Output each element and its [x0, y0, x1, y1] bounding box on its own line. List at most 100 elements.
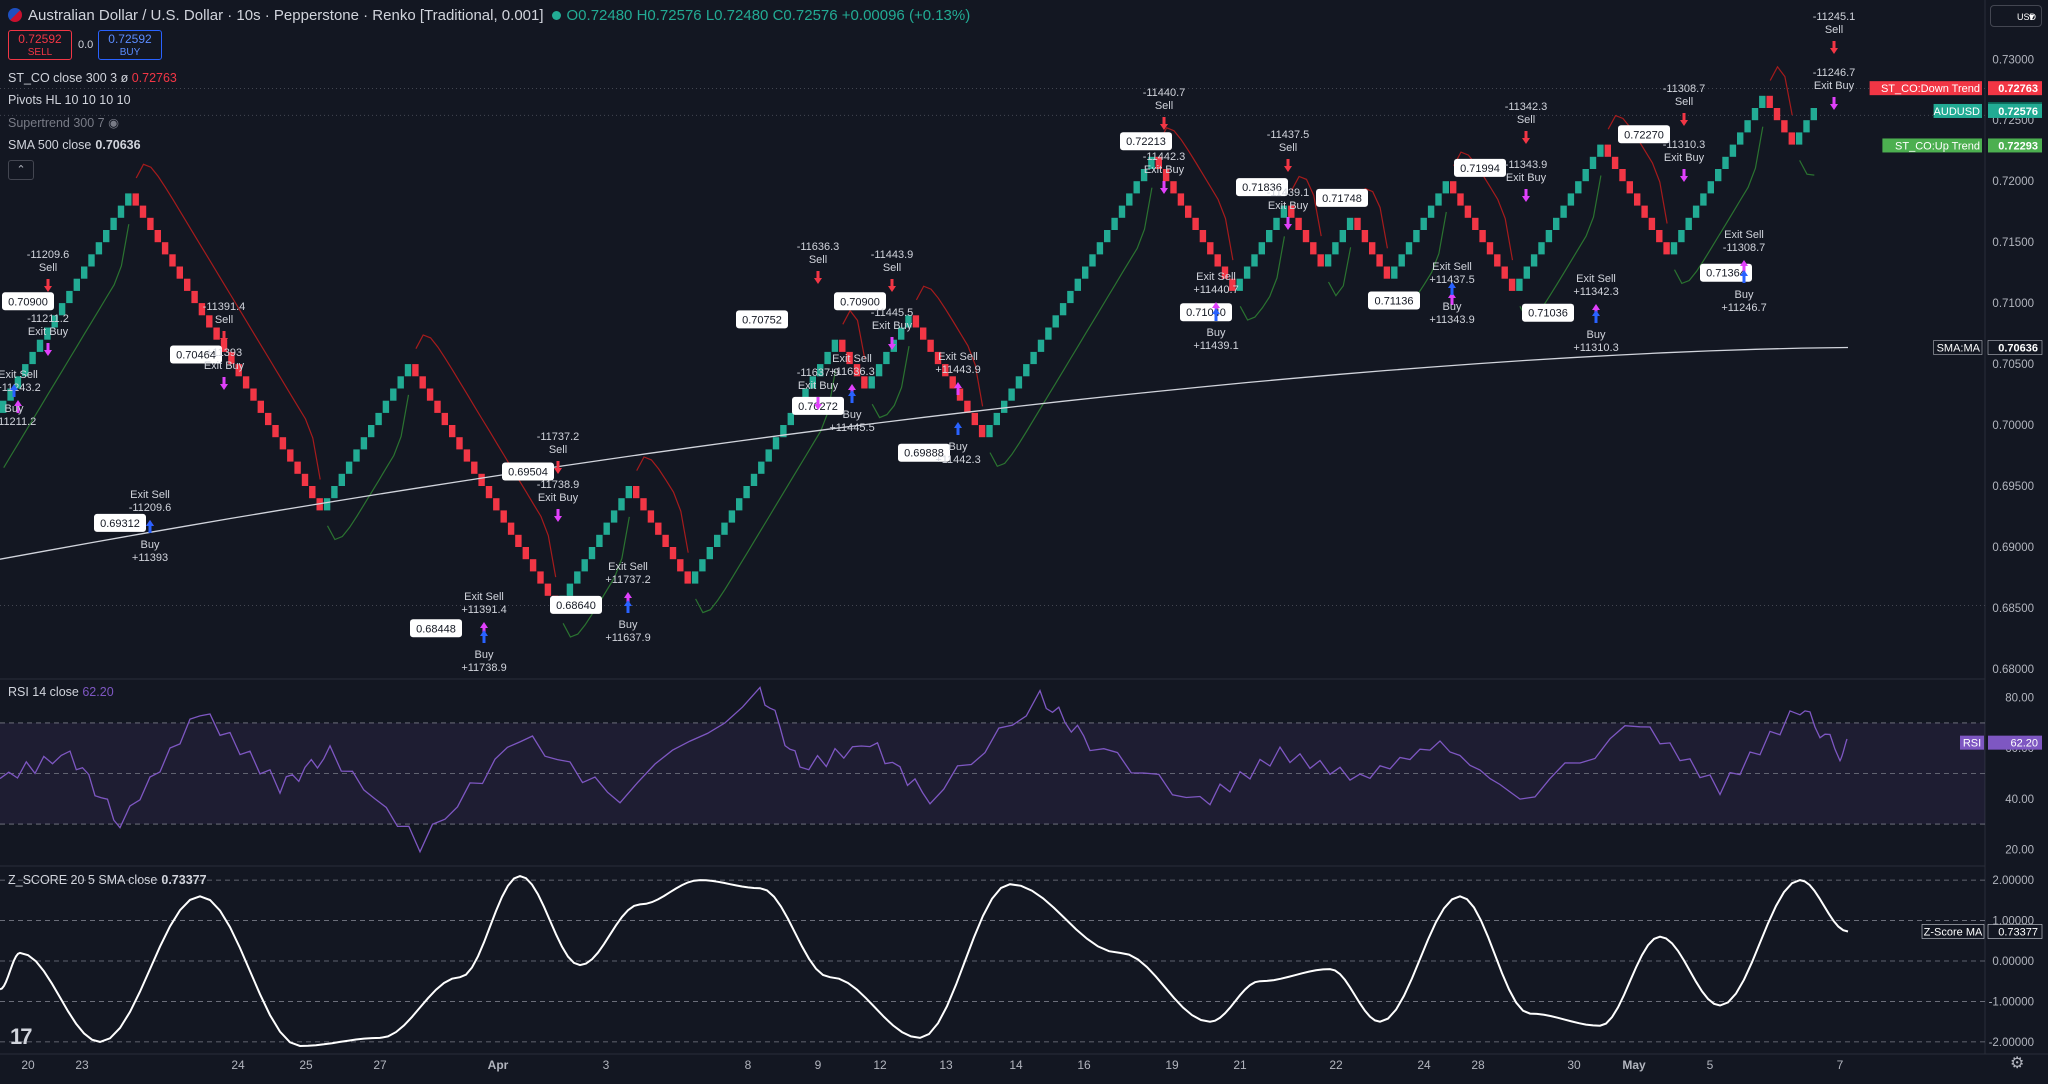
- renko-brick: [29, 351, 36, 365]
- arrow-up-icon: [480, 630, 488, 643]
- renko-brick: [1067, 290, 1074, 304]
- sell-button[interactable]: 0.72592 SELL: [8, 30, 72, 60]
- renko-brick: [956, 388, 964, 401]
- legend-sma[interactable]: SMA 500 close 0.70636: [8, 138, 141, 152]
- signal-text: Exit Sell: [1724, 229, 1764, 241]
- renko-brick: [169, 254, 176, 267]
- buy-button[interactable]: 0.72592 BUY: [98, 30, 162, 60]
- chevron-down-icon: ▼: [2027, 12, 2036, 22]
- renko-brick: [780, 425, 787, 438]
- legend-zscore[interactable]: Z_SCORE 20 5 SMA close 0.73377: [8, 873, 207, 887]
- renko-brick: [1722, 156, 1729, 169]
- renko-brick: [1045, 327, 1052, 340]
- axis-tag-value: 0.72293: [1998, 140, 2038, 152]
- renko-brick: [412, 364, 419, 377]
- renko-brick: [1435, 193, 1442, 206]
- arrow-down-icon: [1284, 217, 1292, 230]
- time-tick-label: 19: [1165, 1058, 1179, 1072]
- signal-text: -11738.9: [537, 479, 580, 491]
- renko-brick: [736, 498, 743, 511]
- pivot-label: 0.70900: [2, 292, 54, 311]
- signal-text: Buy: [141, 539, 160, 551]
- renko-brick: [198, 303, 206, 316]
- renko-brick: [1427, 205, 1435, 218]
- signal-text: Sell: [1279, 142, 1297, 154]
- pivot-label-text: 0.70464: [176, 349, 216, 361]
- renko-brick: [1236, 278, 1243, 291]
- legend-supertrend[interactable]: Supertrend 300 7 ◉: [8, 115, 119, 130]
- renko-brick: [1744, 120, 1751, 133]
- renko-brick: [942, 364, 949, 377]
- pivot-label: 0.68640: [550, 595, 602, 614]
- ohlc-high: H0.72576: [636, 7, 702, 24]
- currency-select[interactable]: USD ▼: [1990, 5, 2042, 27]
- pivot-label: 0.68448: [410, 619, 462, 638]
- supertrend-line: [842, 309, 866, 360]
- arrow-up-icon: [14, 400, 22, 413]
- arrow-up-icon: [1448, 292, 1456, 305]
- zscore-tick-label: -1.00000: [1989, 996, 2034, 1008]
- renko-brick: [368, 425, 375, 438]
- tradingview-logo[interactable]: 17: [10, 1024, 33, 1049]
- time-tick-label: May: [1622, 1058, 1646, 1072]
- legend-rsi-value: 62.20: [82, 685, 114, 699]
- legend-st-co[interactable]: ST_CO close 300 3 ø 0.72763: [8, 71, 177, 85]
- pivot-label-box: [898, 443, 950, 462]
- pivot-label-box: [1368, 291, 1420, 310]
- signal-text: Buy: [5, 403, 24, 415]
- renko-brick: [265, 412, 272, 426]
- signal-text: -11342.3: [1505, 101, 1548, 113]
- price-tick-label: 0.72000: [1992, 176, 2034, 188]
- signal-text: +11243.2: [0, 382, 41, 394]
- renko-brick: [1346, 217, 1354, 230]
- renko-brick: [7, 388, 14, 401]
- pivot-label: 0.69312: [94, 513, 146, 532]
- renko-brick: [1398, 254, 1405, 267]
- axis-tag-value-bg: [1987, 340, 2043, 355]
- renko-brick: [544, 583, 552, 596]
- renko-brick: [1266, 230, 1273, 243]
- rsi-tick-label: 40.00: [2005, 794, 2034, 806]
- renko-brick: [1619, 169, 1626, 182]
- renko-brick: [471, 461, 478, 474]
- symbol-title[interactable]: Australian Dollar / U.S. Dollar · 10s · …: [28, 7, 544, 24]
- currency-value: USD: [2016, 12, 2036, 22]
- renko-brick: [883, 351, 890, 365]
- arrow-up-icon: [848, 390, 856, 403]
- renko-brick: [22, 364, 29, 377]
- pivot-label-box: [1316, 188, 1368, 207]
- pivot-label-text: 0.70900: [8, 296, 48, 308]
- pivot-label-text: 0.71136: [1375, 296, 1414, 308]
- time-tick-label: 7: [1837, 1058, 1844, 1072]
- eye-off-icon[interactable]: ◉: [108, 116, 120, 130]
- renko-brick: [1059, 303, 1067, 316]
- supertrend-line: [1673, 126, 1764, 285]
- renko-brick: [839, 339, 846, 352]
- renko-brick: [1162, 169, 1170, 182]
- renko-brick: [1538, 242, 1545, 255]
- zscore-tag-bg: [1921, 924, 1985, 939]
- chevron-up-icon[interactable]: ⌃: [8, 160, 34, 180]
- legend-rsi[interactable]: RSI 14 close 62.20: [8, 685, 114, 699]
- time-tick-label: 24: [1417, 1058, 1431, 1072]
- price-tick-label: 0.70000: [1992, 420, 2034, 432]
- gear-icon[interactable]: ⚙: [2010, 1055, 2025, 1072]
- signal-text: +11342.3: [1573, 286, 1618, 298]
- renko-brick: [1611, 156, 1619, 169]
- renko-brick: [625, 486, 632, 499]
- legend-pivots[interactable]: Pivots HL 10 10 10 10: [8, 93, 131, 107]
- renko-brick: [603, 522, 610, 535]
- signal-text: Exit Buy: [1814, 80, 1855, 92]
- renko-brick: [964, 400, 971, 413]
- renko-brick: [684, 571, 691, 584]
- signal-text: -11443.9: [871, 249, 914, 261]
- signal-text: +11393: [132, 552, 168, 564]
- sell-price: 0.72592: [18, 32, 62, 46]
- pivot-label-text: 0.69888: [904, 448, 944, 460]
- renko-brick: [1678, 230, 1685, 243]
